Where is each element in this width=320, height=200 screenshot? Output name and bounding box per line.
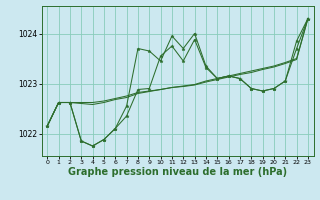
X-axis label: Graphe pression niveau de la mer (hPa): Graphe pression niveau de la mer (hPa) — [68, 167, 287, 177]
